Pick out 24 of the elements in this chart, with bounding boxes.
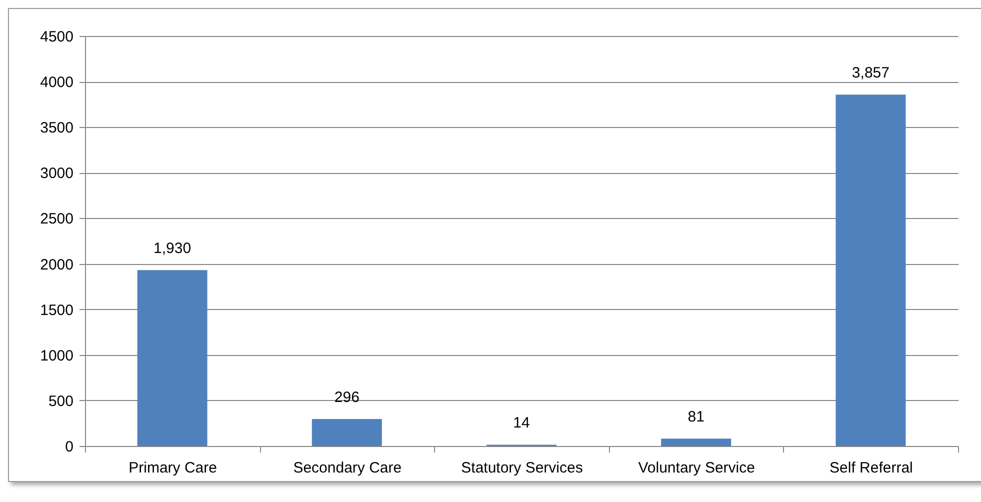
x-tick-label: Statutory Services xyxy=(461,460,583,476)
x-tick-label: Secondary Care xyxy=(293,460,402,476)
data-label: 1,930 xyxy=(154,240,192,258)
bar xyxy=(137,270,208,446)
y-tick-label: 0 xyxy=(65,438,74,456)
bar xyxy=(312,419,382,446)
y-tick-label: 3000 xyxy=(40,165,74,182)
y-tick-label: 4000 xyxy=(40,74,74,92)
y-tick-label: 2500 xyxy=(40,210,74,228)
data-label: 81 xyxy=(688,408,704,426)
y-tick-label: 3500 xyxy=(40,120,74,137)
data-label: 14 xyxy=(513,414,530,432)
bar xyxy=(836,94,906,446)
data-label: 296 xyxy=(334,389,360,406)
bar xyxy=(661,438,732,446)
y-tick-label: 500 xyxy=(48,392,74,410)
y-tick-label: 4500 xyxy=(40,28,74,46)
y-tick-label: 2000 xyxy=(40,256,74,274)
y-tick-label: 1000 xyxy=(40,347,74,364)
x-tick-label: Primary Care xyxy=(128,460,217,476)
x-tick-label: Voluntary Service xyxy=(638,460,755,476)
data-label: 3,857 xyxy=(852,64,890,82)
x-tick-label: Self Referral xyxy=(830,460,913,476)
y-tick-label: 1500 xyxy=(40,302,74,319)
